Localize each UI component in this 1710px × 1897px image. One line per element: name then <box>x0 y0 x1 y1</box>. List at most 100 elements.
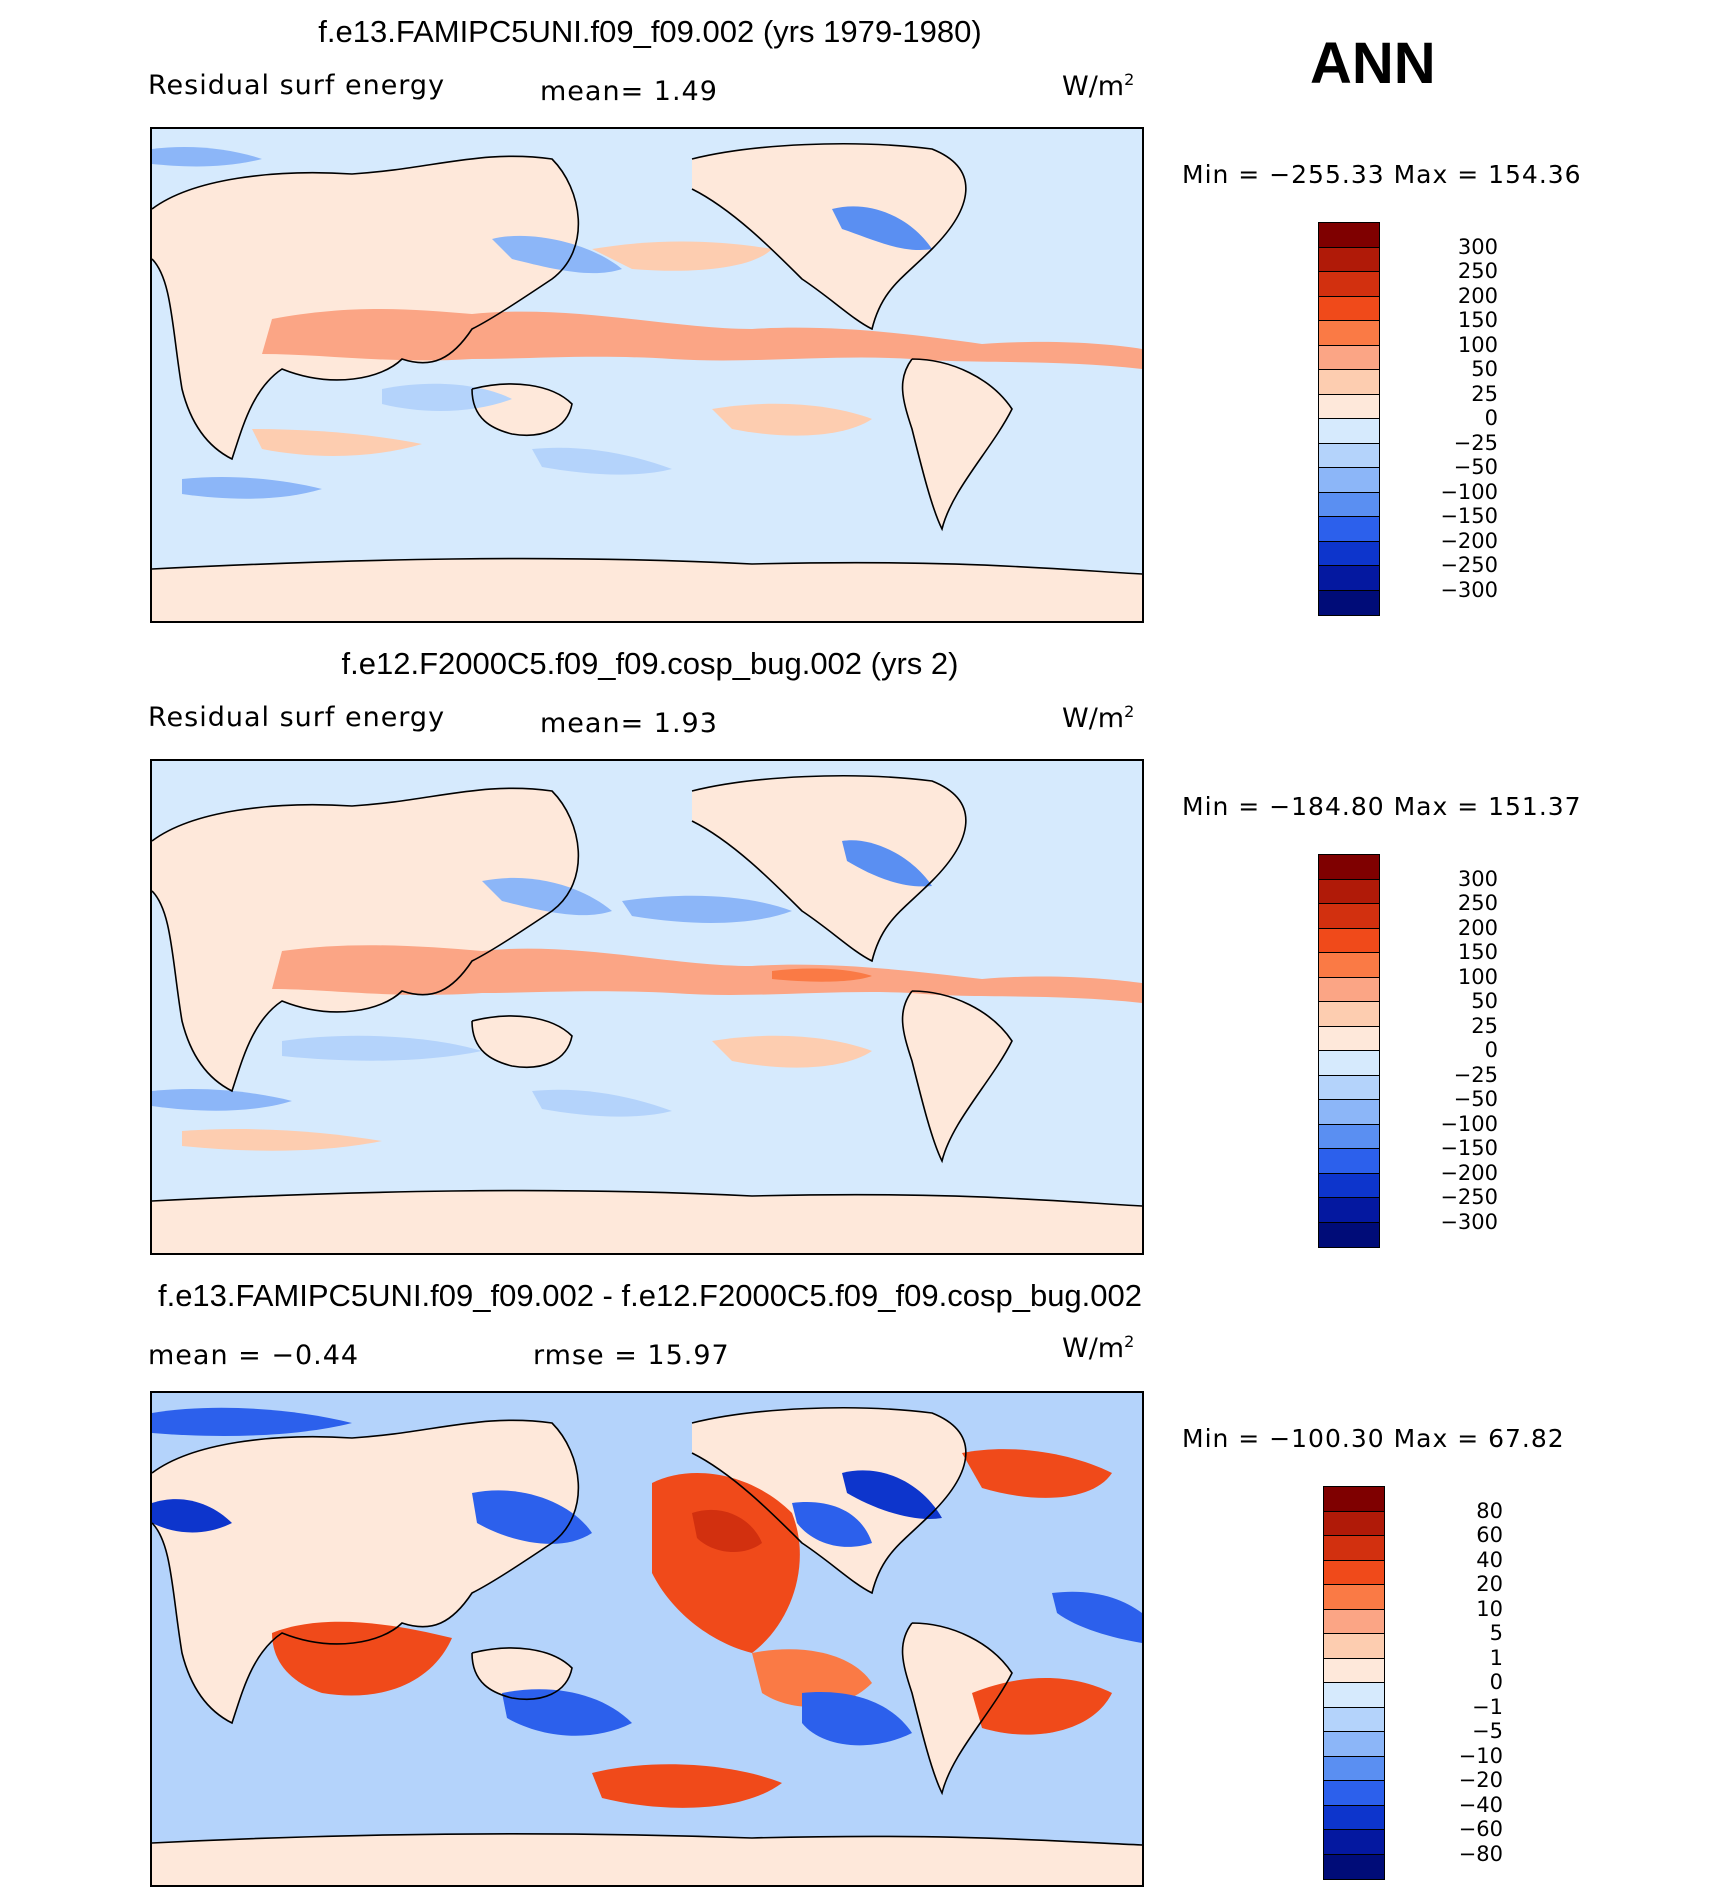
colorbar-swatch <box>1319 1198 1379 1223</box>
panel-title: f.e12.F2000C5.f09_f09.cosp_bug.002 (yrs … <box>341 646 959 681</box>
colorbar-tick-label: −150 <box>1440 1136 1498 1160</box>
colorbar-swatch <box>1319 419 1379 444</box>
colorbar-swatch <box>1319 1002 1379 1027</box>
colorbar-swatch <box>1319 1051 1379 1076</box>
colorbar-swatch <box>1319 247 1379 272</box>
colorbar-tick-label: −40 <box>1458 1792 1503 1817</box>
colorbar-tick-label: 200 <box>1457 915 1498 940</box>
colorbar-tick-label: −200 <box>1440 528 1498 553</box>
colorbar-tick-label: 50 <box>1471 989 1498 1013</box>
mean-label: mean= 1.93 <box>540 708 718 739</box>
colorbar-tick-label: −80 <box>1458 1841 1503 1866</box>
colorbar-swatch <box>1324 1609 1384 1634</box>
rmse-label: rmse = 15.97 <box>533 1340 730 1371</box>
colorbar-tick-label: −300 <box>1440 577 1498 602</box>
colorbar-swatch <box>1324 1634 1384 1659</box>
colorbar-tick-label: −100 <box>1440 479 1498 504</box>
colorbar-swatch <box>1319 879 1379 904</box>
colorbar-swatch <box>1319 1026 1379 1051</box>
colorbar-swatch <box>1324 1511 1384 1536</box>
colorbar-tick-label: 80 <box>1476 1498 1503 1523</box>
colorbar-swatch <box>1324 1658 1384 1683</box>
colorbar-tick-label: −20 <box>1458 1768 1503 1792</box>
field-shading <box>152 143 1142 621</box>
colorbar-swatch <box>1319 566 1379 591</box>
coastlines <box>152 1407 1142 1846</box>
colorbar-swatch <box>1319 492 1379 517</box>
colorbar-tick-label: 150 <box>1457 940 1498 964</box>
panel-title: f.e13.FAMIPC5UNI.f09_f09.002 (yrs 1979-1… <box>318 14 982 49</box>
map-svg <box>152 143 1142 621</box>
map-svg <box>152 775 1142 1253</box>
field-label: Residual surf energy <box>148 70 446 101</box>
colorbar-tick-label: 1 <box>1489 1645 1503 1670</box>
units-label: W/m2 <box>1062 70 1135 102</box>
colorbar-swatch <box>1319 1124 1379 1149</box>
colorbar-swatch <box>1324 1487 1384 1512</box>
panel-model-2: f.e12.F2000C5.f09_f09.cosp_bug.002 (yrs … <box>0 632 1710 1264</box>
colorbar-swatch <box>1324 1805 1384 1830</box>
field-shading <box>152 775 1142 1253</box>
colorbar-swatch <box>1324 1585 1384 1610</box>
colorbar-swatch <box>1319 468 1379 493</box>
colorbar-tick-label: 60 <box>1476 1523 1503 1547</box>
colorbar-swatch <box>1319 977 1379 1002</box>
mean-label: mean = −0.44 <box>148 1340 360 1371</box>
colorbar-swatch <box>1319 223 1379 248</box>
colorbar-swatch <box>1319 541 1379 566</box>
colorbar-tick-label: 300 <box>1457 234 1498 259</box>
colorbar-swatch <box>1319 272 1379 297</box>
colorbar-tick-label: −200 <box>1440 1160 1498 1185</box>
colorbar-swatch <box>1319 590 1379 615</box>
colorbar-swatch <box>1319 517 1379 542</box>
colorbar-swatch <box>1319 928 1379 953</box>
colorbar-tick-label: 0 <box>1484 406 1498 430</box>
colorbar-tick-label: −300 <box>1440 1209 1498 1234</box>
map-plot <box>150 127 1144 623</box>
colorbar-swatch <box>1324 1756 1384 1781</box>
colorbar-swatch <box>1324 1830 1384 1855</box>
colorbar-tick-label: −250 <box>1440 1185 1498 1209</box>
colorbar-swatch <box>1319 296 1379 321</box>
colorbar-tick-label: −10 <box>1458 1743 1503 1768</box>
colorbar-tick-label: −25 <box>1453 1062 1498 1087</box>
min-max-label: Min = −255.33 Max = 154.36 <box>1182 160 1582 189</box>
colorbar-swatch <box>1324 1683 1384 1708</box>
colorbar-boxes <box>1318 854 1380 1248</box>
colorbar-tick-label: 300 <box>1457 866 1498 891</box>
colorbar-tick-label: 50 <box>1471 357 1498 381</box>
colorbar-tick-label: 200 <box>1457 283 1498 308</box>
colorbar-tick-label: 25 <box>1471 381 1498 406</box>
colorbar-tick-label: −100 <box>1440 1111 1498 1136</box>
map-plot <box>150 1391 1144 1887</box>
colorbar-swatch <box>1324 1781 1384 1806</box>
colorbar-tick-label: −50 <box>1453 1087 1498 1111</box>
colorbar-swatch <box>1319 855 1379 880</box>
colorbar-swatch <box>1319 321 1379 346</box>
panel-difference: f.e13.FAMIPC5UNI.f09_f09.002 - f.e12.F20… <box>0 1264 1710 1896</box>
colorbar-tick-label: −250 <box>1440 553 1498 577</box>
colorbar-tick-label: 100 <box>1457 332 1498 357</box>
colorbar-swatch <box>1319 1222 1379 1247</box>
map-svg <box>152 1407 1142 1885</box>
field-shading <box>152 1407 1142 1885</box>
colorbar-tick-label: 150 <box>1457 308 1498 332</box>
min-max-label: Min = −100.30 Max = 67.82 <box>1182 1424 1565 1453</box>
colorbar-swatch <box>1319 953 1379 978</box>
colorbar-boxes <box>1323 1486 1385 1880</box>
min-max-label: Min = −184.80 Max = 151.37 <box>1182 792 1582 821</box>
colorbar-tick-label: 250 <box>1457 891 1498 915</box>
colorbar-swatch <box>1324 1854 1384 1879</box>
colorbar-swatch <box>1319 1100 1379 1125</box>
field-label: Residual surf energy <box>148 702 446 733</box>
colorbar-tick-label: 0 <box>1489 1670 1503 1694</box>
season-label: ANN <box>1310 31 1436 96</box>
colorbar-swatch <box>1324 1536 1384 1561</box>
colorbar-tick-label: 100 <box>1457 964 1498 989</box>
colorbar-tick-label: −60 <box>1458 1817 1503 1841</box>
colorbar-boxes <box>1318 222 1380 616</box>
colorbar-tick-label: −5 <box>1472 1719 1503 1743</box>
coastlines <box>152 143 1142 575</box>
colorbar-tick-label: 25 <box>1471 1013 1498 1038</box>
colorbar-tick-label: 250 <box>1457 259 1498 283</box>
